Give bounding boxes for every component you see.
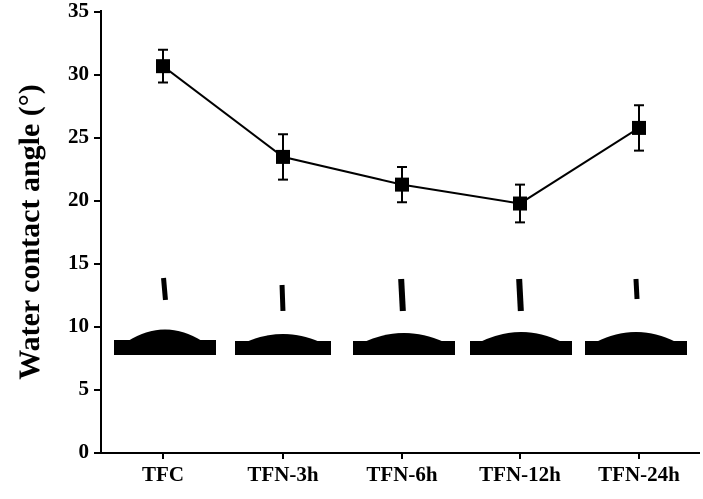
y-tick-label: 0 [79,439,90,463]
y-tick-label: 20 [68,187,89,211]
marker [513,196,527,211]
y-tick-label: 15 [68,250,89,274]
droplet-images [114,277,687,355]
y-axis-label: Water contact angle (°) [13,84,46,380]
y-tick-label: 10 [68,313,89,337]
y-tick-label: 5 [79,376,90,400]
marker [156,59,170,74]
y-tick-label: 25 [68,124,89,148]
y-tick-label: 30 [68,61,89,85]
droplet-tfn-3h [235,284,331,355]
x-tick-label: TFN-6h [366,462,437,486]
x-tick-label: TFN-24h [598,462,680,486]
x-tick-label: TFN-3h [247,462,318,486]
x-tick-label: TFC [142,462,184,486]
droplet-tfc [114,277,216,355]
droplet-tfn-12h [470,278,572,355]
droplet-tfn-6h [353,278,455,355]
y-tick-label: 35 [68,0,89,22]
marker [395,177,409,192]
droplet-tfn-24h [585,278,687,355]
x-tick-label: TFN-12h [479,462,561,486]
marker [276,149,290,164]
marker [632,120,646,135]
